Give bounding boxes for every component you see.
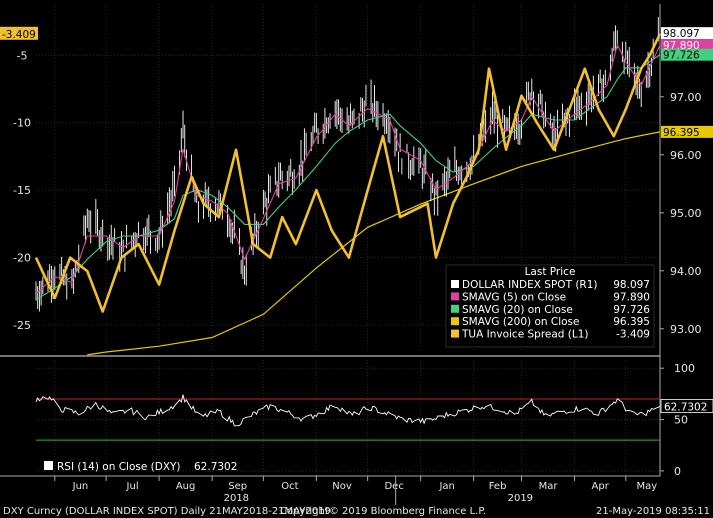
left-tick-label: -25 — [13, 319, 31, 332]
legend-value: 97.890 — [613, 291, 650, 303]
x-month-label: Feb — [489, 481, 507, 492]
x-month-label: Jun — [72, 481, 89, 492]
legend-value: -3.409 — [616, 329, 650, 341]
rsi-series — [35, 394, 661, 441]
x-month-label: Jan — [438, 481, 454, 492]
rsi-tick-label: 50 — [674, 414, 688, 427]
x-month-label: Aug — [176, 481, 196, 492]
right-tick-label: 95.00 — [670, 207, 702, 220]
right-axis-ticks: 97.00 96.00 95.00 94.00 93.00 — [659, 4, 702, 476]
legend-swatch — [451, 280, 459, 288]
x-year-label: 2019 — [508, 493, 533, 504]
last-value-tag-96.395: 96.395 — [661, 125, 713, 139]
price-panel: -5 -10 -15 -20 -25 97.00 96.00 95.00 94.00 93.00… — [0, 4, 713, 476]
left-tick-label: -15 — [13, 184, 31, 197]
rsi-legend-label: RSI (14) on Close (DXY) — [57, 461, 181, 473]
tag-box — [661, 125, 713, 138]
tag-box — [0, 26, 38, 40]
right-tick-label: 94.00 — [670, 265, 702, 278]
x-month-label: Nov — [332, 481, 352, 492]
left-tick-label: -10 — [13, 117, 31, 130]
legend-label: SMAVG (5) on Close — [462, 291, 566, 303]
legend-entry: SMAVG (20) on Close 97.726 — [451, 304, 650, 316]
x-month-label: Jul — [126, 481, 139, 492]
x-month-label: Mar — [539, 481, 559, 492]
left-tick-label: -20 — [13, 252, 31, 265]
x-axis: Jun Jul Aug Sep Oct Nov Dec Jan Feb Mar Apr May 2018… — [0, 475, 660, 505]
legend-entry: SMAVG (200) on Close 96.395 — [451, 316, 650, 328]
tag-value: 98.097 — [663, 28, 700, 40]
legend-swatch — [451, 304, 459, 313]
legend-label: TUA Invoice Spread (L1) — [461, 329, 589, 341]
rsi-last-value-tag: 62.7302 — [660, 399, 713, 413]
rsi-legend-swatch — [44, 461, 53, 470]
right-tick-label: 97.00 — [670, 91, 702, 104]
rsi-tag: 62.7302 — [660, 399, 713, 413]
legend-swatch — [451, 292, 459, 301]
x-month-label: Apr — [592, 481, 610, 492]
x-month-label: Oct — [281, 481, 298, 492]
series-sma200 — [87, 131, 661, 356]
rsi-panel: 100 50 0 62.7302 — [35, 360, 713, 478]
left-tick-label: -5 — [17, 49, 28, 62]
rsi-legend-value: 62.7302 — [194, 461, 237, 473]
right-tick-label: 93.00 — [670, 323, 702, 336]
rsi-legend: RSI (14) on Close (DXY) 62.7302 — [44, 461, 237, 473]
rsi-axis-ticks: 100 50 0 — [660, 362, 695, 478]
price-grid — [36, 4, 660, 352]
rsi-tick-label: 0 — [674, 465, 681, 478]
legend-value: 96.395 — [613, 316, 650, 328]
x-month-label: May — [637, 481, 658, 492]
tag-value: 97.726 — [663, 50, 700, 62]
legend-entry: DOLLAR INDEX SPOT (R1) 98.097 — [451, 279, 650, 291]
legend-label: DOLLAR INDEX SPOT (R1) — [462, 279, 598, 291]
tag-value: -3.409 — [2, 29, 36, 41]
right-tick-label: 96.00 — [670, 149, 702, 162]
footer-copyright: Copyright© 2019 Bloomberg Finance L.P. — [280, 506, 486, 517]
series-rsi — [35, 394, 661, 427]
legend-box — [445, 264, 655, 348]
tag-box — [661, 39, 713, 52]
legend-swatch — [451, 317, 459, 326]
legend-title: Last Price — [525, 266, 576, 278]
legend-label: SMAVG (20) on Close — [462, 304, 573, 316]
footer: DXY Curncy (DOLLAR INDEX SPOT) Daily 21M… — [3, 506, 710, 517]
legend-swatch — [451, 329, 459, 338]
rsi-grid — [36, 360, 660, 476]
left-axis-ticks: -5 -10 -15 -20 -25 — [13, 49, 31, 332]
legend-value: 97.726 — [613, 304, 650, 316]
price-series — [34, 13, 662, 356]
series-sma5 — [35, 43, 661, 295]
x-year-label: 2018 — [224, 493, 249, 504]
tag-value: 62.7302 — [664, 401, 707, 413]
legend-entry: TUA Invoice Spread (L1) -3.409 — [451, 329, 650, 341]
tag-value: 96.395 — [663, 127, 700, 139]
series-tua-spread — [34, 33, 662, 313]
tag-box — [661, 48, 713, 61]
last-value-tag-98.097: 98.097 — [661, 27, 713, 40]
footer-timestamp: 21-May-2019 08:35:11 — [596, 506, 710, 517]
x-month-label: Dec — [384, 481, 403, 492]
tag-box — [660, 399, 713, 413]
tag-box — [661, 27, 713, 40]
x-month-label: Sep — [228, 481, 247, 492]
last-value-tag--3.409: -3.409 — [0, 26, 38, 41]
legend-value: 98.097 — [613, 279, 650, 291]
footer-left: DXY Curncy (DOLLAR INDEX SPOT) Daily 21M… — [3, 506, 331, 517]
legend-entry: SMAVG (5) on Close 97.890 — [451, 291, 650, 303]
rsi-tick-label: 100 — [674, 362, 695, 375]
last-value-tag-97.726: 97.726 — [661, 48, 713, 62]
legend-label: SMAVG (200) on Close — [462, 316, 579, 328]
